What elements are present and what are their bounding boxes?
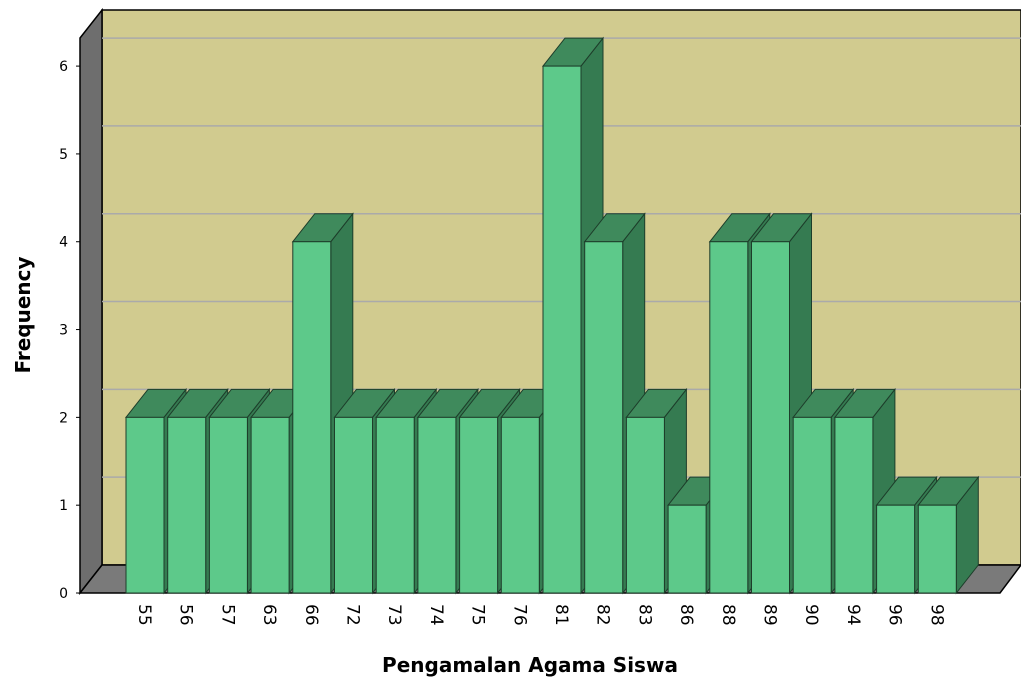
x-tick-label: 88: [718, 604, 738, 626]
x-tick-label: 72: [343, 604, 363, 626]
bars: [124, 36, 980, 595]
bar-front: [751, 241, 790, 594]
x-tick-label: 96: [885, 604, 905, 626]
y-tick-label: 5: [59, 147, 68, 163]
bar: [917, 475, 980, 595]
y-tick-label: 0: [59, 586, 68, 602]
bar-front: [625, 416, 665, 594]
bar-front: [459, 416, 499, 594]
bar-front: [709, 241, 749, 594]
y-tick-label: 4: [59, 235, 68, 251]
bar-front: [417, 416, 457, 594]
bar-front: [125, 416, 165, 594]
y-tick-label: 6: [59, 59, 68, 75]
bar-front: [917, 504, 957, 594]
y-tick-label: 3: [59, 323, 68, 339]
y-tick-label: 2: [59, 410, 68, 426]
bar-front: [208, 416, 248, 594]
side-wall: [79, 7, 103, 596]
x-tick-label: 74: [426, 604, 446, 626]
x-tick-label: 76: [509, 604, 529, 626]
bar-front: [876, 504, 916, 594]
x-tick-label: 66: [301, 604, 321, 626]
x-tick-label: 56: [176, 604, 196, 626]
bar-front: [167, 416, 207, 594]
bar-front: [667, 504, 707, 594]
x-tick-label: 57: [217, 604, 237, 626]
x-tick-label: 55: [134, 604, 154, 626]
bar-front: [500, 416, 540, 594]
x-tick-label: 83: [634, 604, 654, 626]
bar-front: [834, 416, 874, 594]
y-axis-title: Frequency: [11, 256, 35, 373]
x-tick-label: 75: [468, 604, 488, 626]
x-tick-label: 90: [801, 604, 821, 626]
x-tick-label: 73: [384, 604, 404, 626]
x-tick-label: 82: [593, 604, 613, 626]
x-tick-label: 81: [551, 604, 571, 626]
bar-front: [292, 241, 332, 594]
x-tick-label: 63: [259, 604, 279, 626]
bar-front: [334, 416, 373, 594]
x-tick-label: 94: [843, 604, 863, 626]
x-tick-label: 98: [926, 604, 946, 626]
bar-front: [375, 416, 415, 594]
bar-front: [542, 65, 582, 594]
bar-front: [792, 416, 832, 594]
x-axis-title: Pengamalan Agama Siswa: [382, 653, 678, 677]
y-tick-label: 1: [59, 498, 68, 514]
x-tick-label: 89: [760, 604, 780, 626]
bar-front: [584, 241, 624, 594]
bar-front: [250, 416, 290, 594]
x-tick-label: 86: [676, 604, 696, 626]
